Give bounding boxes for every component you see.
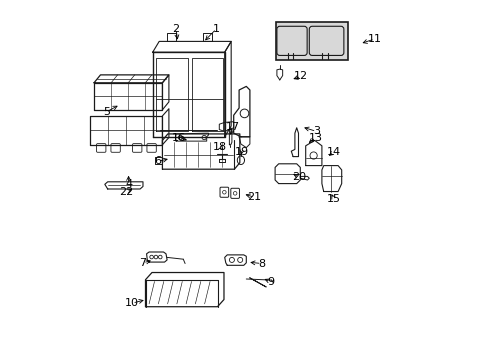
Text: 15: 15 — [326, 194, 340, 204]
Text: 5: 5 — [103, 107, 110, 117]
Text: 7: 7 — [139, 258, 146, 268]
Text: 10: 10 — [125, 298, 139, 308]
Text: 12: 12 — [294, 71, 308, 81]
Text: 2: 2 — [172, 24, 179, 34]
Text: 20: 20 — [291, 172, 305, 182]
Text: 4: 4 — [125, 179, 132, 189]
Text: 1: 1 — [212, 24, 220, 34]
Text: 8: 8 — [258, 258, 265, 269]
Text: 22: 22 — [119, 186, 133, 197]
Bar — [276, 22, 347, 60]
Text: 16: 16 — [172, 132, 185, 143]
Text: 6: 6 — [154, 156, 161, 166]
Text: 13: 13 — [308, 132, 322, 143]
Text: 3: 3 — [312, 126, 319, 136]
Text: 18: 18 — [212, 142, 226, 152]
Text: 9: 9 — [266, 276, 273, 287]
Text: 11: 11 — [367, 34, 381, 44]
Text: 17: 17 — [225, 122, 240, 132]
Text: 19: 19 — [234, 147, 248, 157]
Text: 14: 14 — [326, 147, 340, 157]
Text: 21: 21 — [247, 192, 261, 202]
